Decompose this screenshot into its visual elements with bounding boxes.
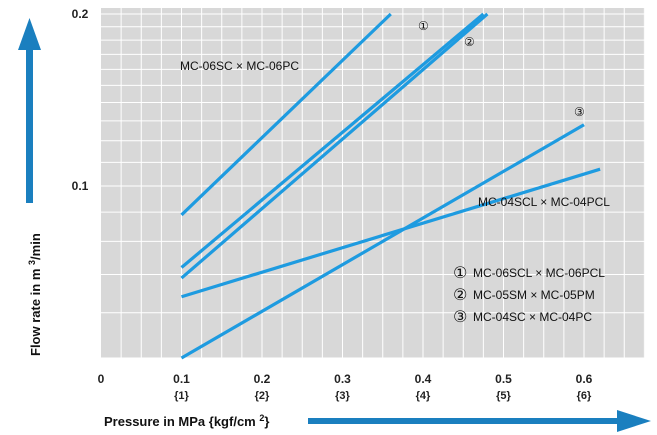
y-axis-title: Flow rate in m 3/min	[27, 233, 43, 356]
x-tick-label: 0.5	[495, 372, 512, 386]
x-tick-sublabel: {5}	[496, 390, 511, 402]
series-line	[180, 12, 392, 217]
x-tick-sublabel: {1}	[174, 390, 189, 402]
legend: ① MC-06SCL × MC-06PCL ② MC-05SM × MC-05PM ③ M…	[453, 265, 605, 326]
line-annotations: MC-06SC × MC-06PC ① ② ③ MC-04SCL × MC-04PCL	[180, 19, 610, 209]
y-tick-label: 0.2	[72, 7, 89, 21]
legend-marker: ②	[453, 287, 467, 304]
axis-ticks: 0 0.1 {1} 0.2 {2} 0.3 {3} 0.4 {4} 0.5 {5} 0.6 {6} 0.1…	[72, 7, 593, 402]
legend-entry: MC-05SM × MC-05PM	[473, 288, 595, 302]
line-annotation: MC-06SC × MC-06PC	[180, 59, 299, 73]
y-axis-arrow	[18, 18, 41, 203]
x-tick-label: 0.1	[173, 372, 190, 386]
line-annotation: ②	[464, 35, 475, 49]
x-tick-sublabel: {2}	[255, 390, 270, 402]
x-tick-label: 0.2	[254, 372, 271, 386]
line-annotation: ③	[574, 105, 585, 119]
legend-marker: ①	[453, 265, 467, 282]
y-tick-label: 0.1	[72, 179, 89, 193]
legend-marker: ③	[453, 309, 467, 326]
x-axis-arrow	[308, 410, 651, 432]
legend-entry: MC-06SCL × MC-06PCL	[473, 266, 605, 280]
series-line	[180, 12, 485, 269]
series-line	[180, 123, 585, 360]
line-annotation: ①	[418, 19, 429, 33]
x-tick-label: 0.3	[334, 372, 351, 386]
x-tick-sublabel: {6}	[577, 390, 592, 402]
x-tick-label: 0	[98, 372, 105, 386]
x-tick-label: 0.6	[576, 372, 593, 386]
x-tick-sublabel: {4}	[416, 390, 431, 402]
x-axis-title: Pressure in MPa {kgf/cm 2}	[104, 413, 269, 429]
series-lines	[180, 12, 601, 360]
legend-entry: MC-04SC × MC-04PC	[473, 310, 592, 324]
x-tick-sublabel: {3}	[335, 390, 350, 402]
series-line	[181, 167, 601, 299]
series-line	[180, 12, 489, 280]
x-tick-label: 0.4	[415, 372, 432, 386]
line-annotation: MC-04SCL × MC-04PCL	[478, 195, 610, 209]
